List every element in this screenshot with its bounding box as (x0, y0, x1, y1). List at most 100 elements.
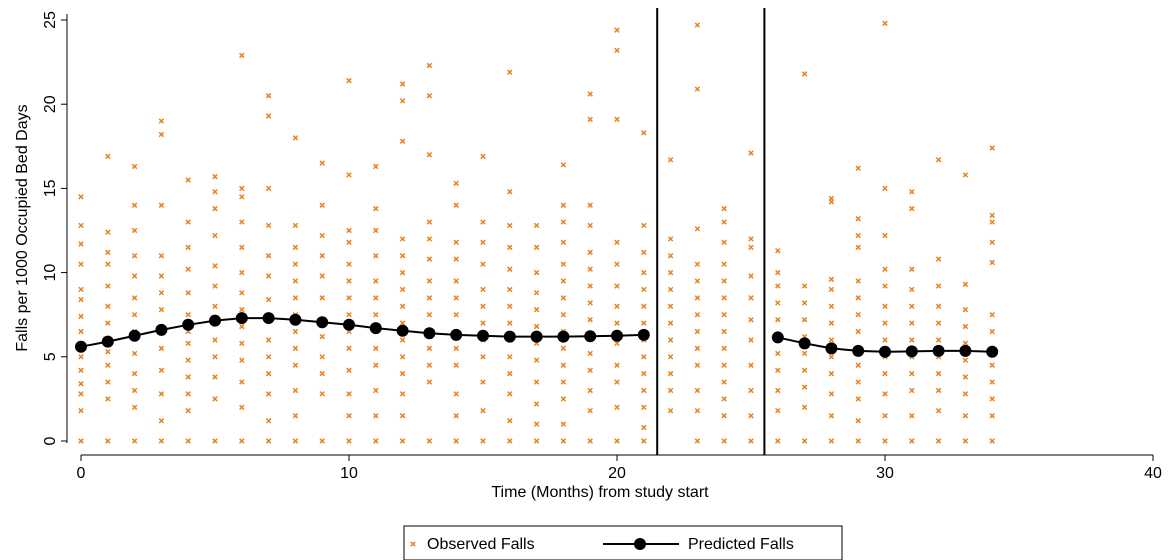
predicted-point (101, 335, 114, 348)
observed-point (131, 202, 138, 208)
observed-point (989, 396, 995, 402)
observed-point (507, 303, 513, 310)
observed-point (748, 362, 754, 368)
observed-point (935, 407, 942, 414)
observed-point (721, 396, 727, 402)
predicted-point (369, 322, 382, 335)
predicted-point (584, 330, 597, 343)
observed-point (239, 244, 245, 251)
observed-point (507, 354, 513, 360)
observed-point (587, 367, 593, 374)
observed-point (667, 320, 674, 326)
observed-point (909, 303, 915, 310)
observed-point (292, 244, 299, 251)
observed-point (346, 438, 352, 444)
observed-point (694, 438, 701, 444)
observed-point (507, 222, 513, 229)
observed-point (587, 317, 593, 323)
observed-point (828, 195, 835, 202)
observed-point (346, 77, 352, 84)
observed-point (614, 404, 620, 411)
observed-point (909, 286, 915, 293)
observed-point (962, 374, 969, 380)
observed-point (775, 300, 781, 306)
observed-point (989, 379, 995, 385)
observed-point (694, 311, 701, 318)
observed-point (480, 239, 486, 246)
observed-point (533, 379, 540, 385)
observed-point (694, 226, 701, 232)
observed-point (828, 370, 835, 377)
predicted-point (637, 328, 650, 341)
observed-point (721, 362, 727, 368)
observed-point (292, 295, 299, 301)
observed-point (399, 303, 406, 310)
observed-point (882, 20, 888, 27)
observed-point (105, 261, 111, 267)
observed-point (560, 295, 567, 301)
observed-point (909, 438, 915, 444)
predicted-point (75, 340, 87, 353)
predicted-point (825, 342, 838, 355)
observed-point (935, 303, 942, 310)
observed-point (453, 345, 459, 352)
observed-point (265, 296, 272, 303)
observed-point (480, 354, 486, 360)
predicted-point (503, 330, 516, 343)
observed-point (989, 219, 995, 225)
observed-point (480, 407, 486, 414)
predicted-point (959, 344, 972, 357)
observed-point (399, 138, 406, 144)
y-tick-label: 5 (42, 352, 59, 361)
observed-point (667, 236, 674, 242)
observed-point (748, 387, 754, 394)
observed-point (828, 276, 835, 283)
observed-point (78, 367, 84, 374)
observed-point (78, 381, 84, 387)
observed-point (721, 438, 727, 444)
observed-point (614, 303, 620, 310)
observed-point (78, 313, 84, 320)
observed-point (319, 333, 325, 340)
observed-point (560, 311, 567, 318)
observed-point (667, 354, 674, 360)
observed-point (399, 354, 406, 360)
observed-point (212, 189, 218, 195)
observed-point (78, 194, 84, 200)
observed-point (935, 283, 942, 289)
observed-point (721, 219, 727, 225)
observed-point (533, 269, 540, 276)
observed-point (721, 413, 727, 419)
observed-point (507, 418, 513, 424)
observed-point (426, 219, 433, 225)
observed-point (185, 311, 191, 318)
observed-point (962, 391, 969, 397)
observed-point (962, 281, 969, 288)
observed-point (373, 163, 379, 170)
observed-point (882, 391, 888, 397)
legend-observed-x (410, 541, 416, 547)
observed-point (78, 261, 84, 267)
observed-point (480, 303, 486, 310)
observed-point (828, 320, 835, 326)
observed-point (641, 286, 647, 293)
observed-point (507, 189, 513, 195)
y-tick-label: 15 (42, 179, 59, 197)
observed-point (131, 227, 138, 234)
observed-point (426, 295, 433, 301)
observed-point (426, 236, 433, 242)
predicted-point (771, 331, 784, 344)
observed-point (346, 227, 352, 234)
observed-point (346, 239, 352, 246)
observed-point (775, 438, 781, 444)
predicted-point (262, 312, 275, 325)
observed-point (426, 438, 433, 444)
observed-point (989, 212, 995, 219)
observed-point (399, 253, 406, 259)
predicted-point (396, 324, 409, 337)
observed-point (533, 222, 540, 229)
observed-point (399, 286, 406, 293)
observed-point (158, 345, 165, 352)
observed-point (78, 438, 84, 444)
legend-predicted-marker (634, 538, 646, 550)
